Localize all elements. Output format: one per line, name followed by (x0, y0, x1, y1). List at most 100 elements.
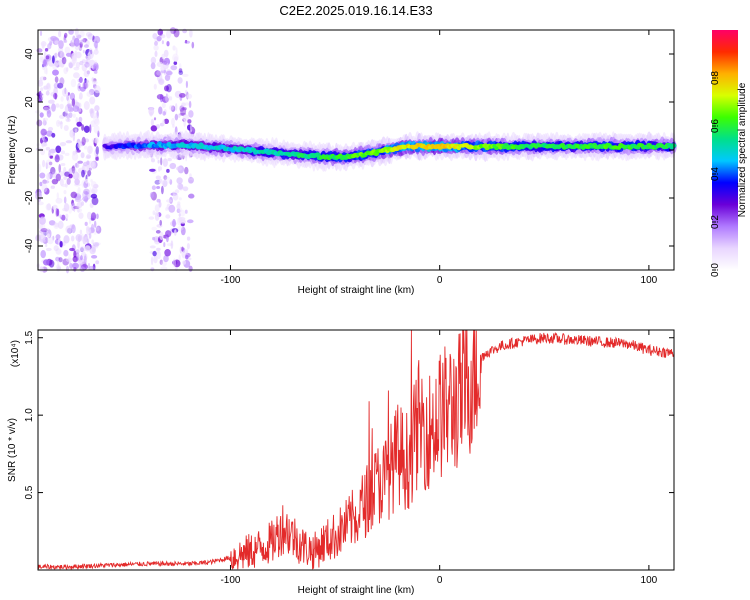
noise-speckle (94, 137, 99, 144)
noise-speckle (83, 145, 88, 150)
noise-speckle (154, 41, 158, 46)
noise-speckle (150, 256, 154, 266)
noise-speckle (68, 62, 73, 69)
noise-speckle (66, 257, 73, 263)
noise-speckle (39, 92, 44, 100)
noise-speckle (93, 64, 98, 69)
noise-speckle (40, 128, 47, 136)
noise-speckle (81, 38, 86, 44)
noise-speckle (189, 29, 193, 38)
noise-speckle (181, 249, 187, 259)
noise-speckle (177, 225, 184, 231)
noise-speckle (162, 158, 168, 167)
snr-y-tick-label: 1.5 (24, 330, 35, 344)
noise-speckle (164, 94, 170, 103)
noise-speckle (74, 27, 79, 37)
noise-speckle (90, 189, 96, 194)
noise-speckle (172, 45, 176, 51)
noise-speckle (43, 259, 50, 266)
noise-speckle (160, 34, 166, 39)
noise-speckle (153, 83, 157, 90)
noise-speckle (160, 157, 163, 166)
noise-speckle (71, 167, 77, 174)
noise-speckle (53, 222, 60, 229)
noise-speckle (51, 103, 56, 112)
noise-speckle (39, 266, 44, 273)
noise-speckle (164, 176, 171, 184)
noise-speckle (153, 117, 157, 121)
noise-speckle (88, 167, 92, 171)
colorbar-tick-label: 0.8 (710, 71, 721, 85)
noise-speckle (154, 50, 158, 58)
noise-speckle (54, 155, 60, 163)
snr-x-label: Height of straight line (km) (298, 585, 415, 596)
noise-speckle (76, 173, 81, 180)
noise-speckle (157, 159, 160, 164)
noise-speckle (93, 49, 99, 55)
noise-speckle (177, 77, 183, 84)
noise-speckle (85, 57, 91, 65)
noise-speckle (59, 60, 65, 68)
noise-speckle (57, 121, 63, 125)
noise-speckle (53, 62, 59, 67)
noise-speckle (83, 188, 90, 195)
noise-speckle (156, 61, 164, 68)
noise-speckle (69, 247, 75, 252)
noise-speckle (54, 76, 59, 83)
noise-speckle (89, 96, 96, 105)
noise-speckle (40, 228, 48, 233)
noise-speckle (156, 35, 162, 42)
noise-speckle (65, 140, 73, 144)
noise-speckle (54, 40, 60, 45)
noise-speckle (51, 132, 56, 138)
noise-speckle (39, 112, 44, 118)
snr-frame (37, 329, 675, 571)
noise-speckle (65, 225, 73, 234)
noise-speckle (58, 40, 64, 49)
noise-speckle (169, 96, 173, 101)
noise-speckle (72, 171, 80, 180)
noise-speckle (182, 28, 188, 34)
noise-speckle (150, 62, 156, 70)
noise-speckle (37, 201, 44, 206)
noise-speckle (68, 61, 74, 69)
noise-speckle (91, 244, 96, 253)
noise-speckle (178, 197, 182, 201)
noise-speckle (70, 78, 77, 88)
noise-speckle (180, 226, 186, 236)
noise-speckle (165, 207, 169, 211)
noise-speckle (37, 94, 43, 103)
snr-y-tick-label: 0.5 (24, 485, 35, 499)
noise-speckle (168, 204, 176, 213)
noise-speckle (186, 93, 193, 99)
noise-speckle (64, 152, 70, 156)
noise-speckle (154, 70, 161, 78)
noise-speckle (149, 245, 156, 249)
noise-speckle (189, 173, 192, 179)
snr-background (38, 330, 674, 570)
noise-speckle (184, 166, 189, 175)
noise-speckle (93, 70, 98, 74)
noise-speckle (82, 81, 89, 90)
noise-speckle (96, 213, 99, 220)
snr-x-ticks: -100 0 100 (220, 330, 658, 586)
noise-speckle (86, 70, 90, 75)
noise-speckle (66, 103, 73, 107)
noise-speckle (156, 198, 161, 203)
noise-speckle (79, 76, 83, 83)
noise-speckle (94, 118, 100, 126)
noise-speckle (150, 267, 155, 272)
noise-speckle (177, 201, 181, 206)
noise-speckle (169, 162, 177, 170)
spectrogram-y-tick-label: -40 (24, 238, 35, 253)
noise-speckle (39, 229, 46, 234)
noise-speckle (148, 107, 155, 116)
noise-speckle (79, 246, 86, 252)
noise-speckle (163, 118, 169, 125)
noise-speckle (84, 78, 87, 83)
noise-speckle (94, 105, 100, 112)
noise-speckle (61, 56, 67, 65)
noise-speckle (48, 152, 54, 156)
noise-speckle (88, 88, 95, 96)
noise-speckle (88, 265, 95, 271)
